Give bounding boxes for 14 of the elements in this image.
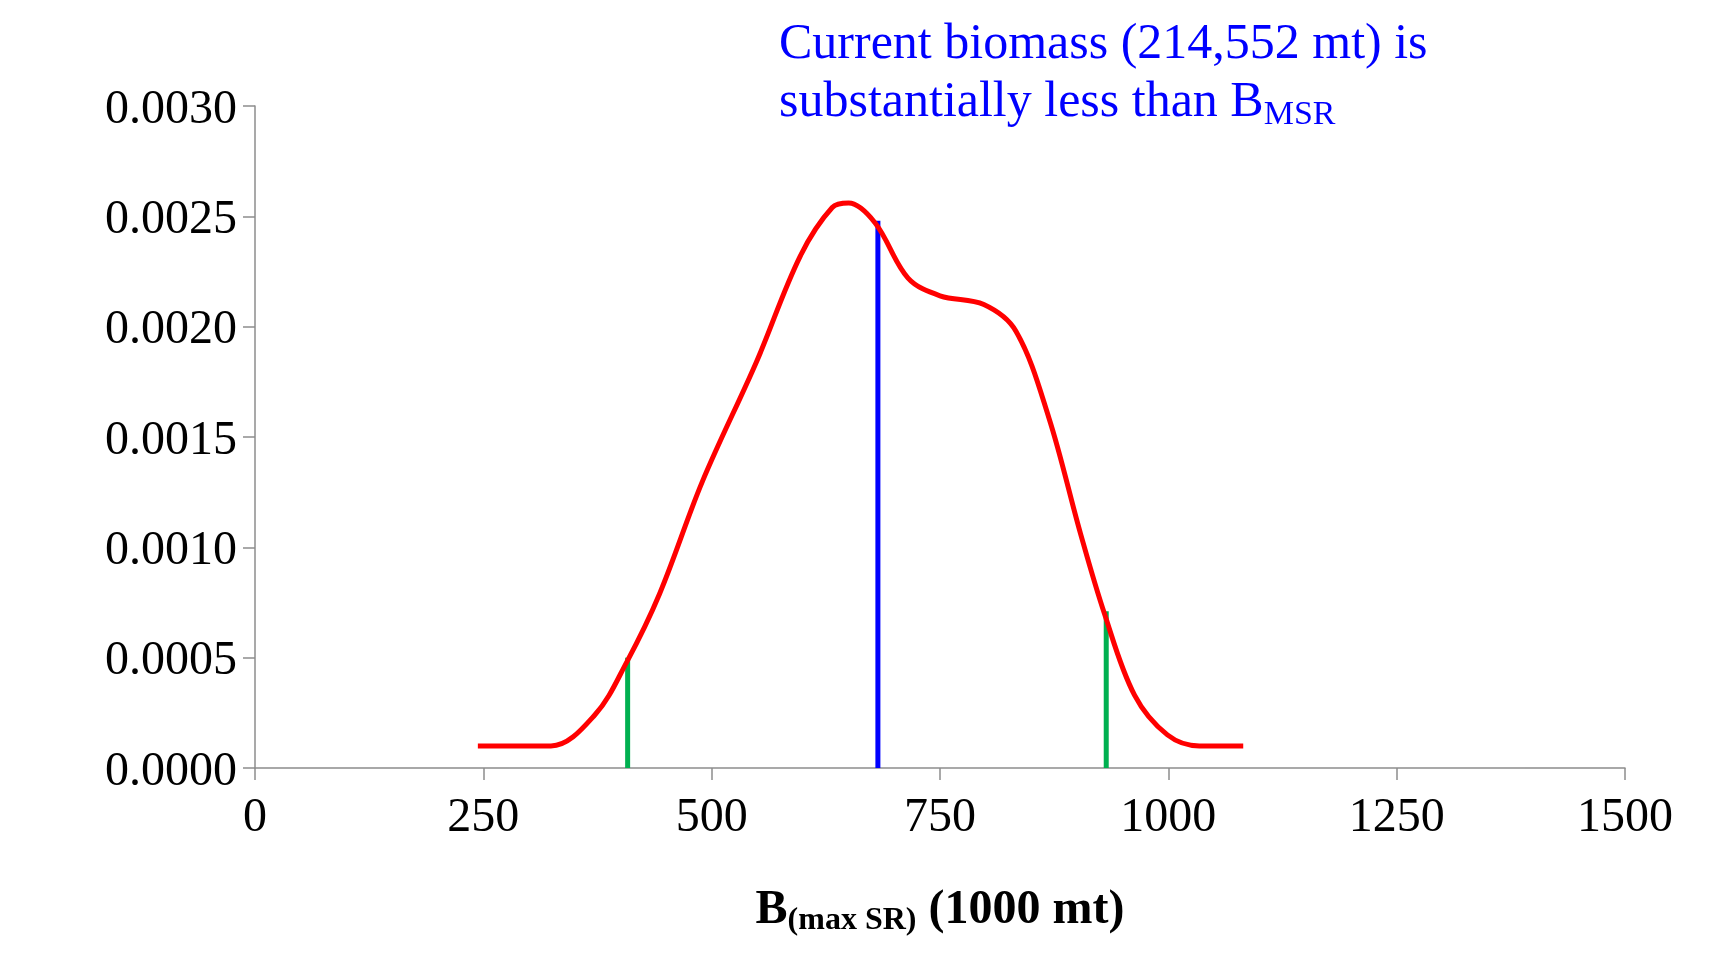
x-tick-label: 750 (904, 787, 976, 841)
x-tick-label: 1000 (1120, 787, 1217, 841)
x-tick-label: 1250 (1348, 787, 1445, 841)
y-tick-label: 0.0025 (105, 189, 237, 243)
x-tick-label: 250 (447, 787, 520, 841)
y-tick-label: 0.0015 (105, 410, 237, 464)
x-tick-label: 1500 (1577, 787, 1673, 841)
y-tick-label: 0.0000 (105, 741, 237, 795)
y-tick-label: 0.0020 (105, 300, 237, 354)
y-tick-label: 0.0005 (105, 631, 237, 685)
y-tick-label: 0.0010 (105, 520, 237, 574)
x-tick-label: 0 (243, 787, 267, 841)
x-tick-label: 500 (675, 787, 748, 841)
y-tick-label: 0.0030 (105, 79, 237, 133)
